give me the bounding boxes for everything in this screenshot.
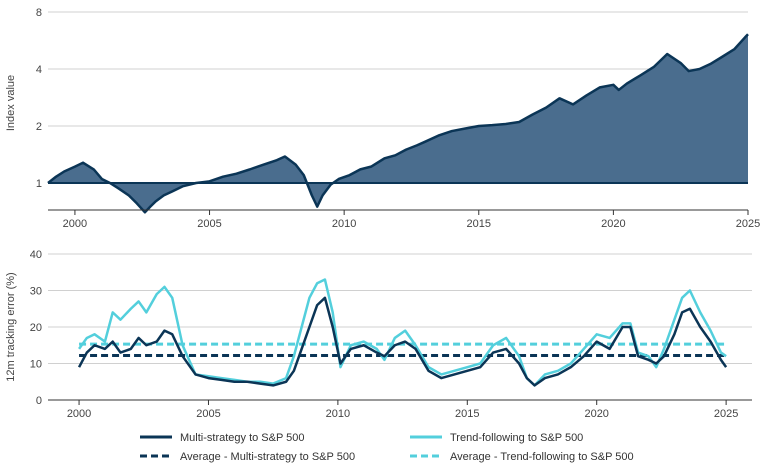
bottom-y-tick-label: 10 [30, 359, 42, 371]
index-value-area [48, 34, 748, 213]
legend: Multi-strategy to S&P 500 Trend-followin… [140, 432, 634, 463]
bottom-x-tick-labels: 2000 2005 2010 2015 2020 2025 [67, 400, 738, 420]
top-y-axis-title: Index value [5, 75, 17, 131]
bottom-x-tick-label: 2010 [326, 408, 350, 420]
bottom-gridlines [48, 253, 752, 364]
top-x-tick-label: 2010 [332, 218, 356, 230]
bottom-y-tick-label: 30 [30, 286, 42, 298]
top-y-tick-labels: 1 2 4 8 [36, 7, 42, 190]
top-x-tick-label: 2025 [736, 218, 760, 230]
multi-strategy-line [77, 296, 728, 387]
legend-label-multi-strategy: Multi-strategy to S&P 500 [180, 432, 305, 444]
legend-label-average-trend-following: Average - Trend-following to S&P 500 [450, 451, 634, 463]
tracking-error-panel: 0 10 20 30 40 2000 2005 2010 2015 2020 2025 12m t… [5, 249, 752, 420]
tracking-error-series [77, 278, 728, 387]
legend-item-average-trend-following: Average - Trend-following to S&P 500 [410, 451, 634, 463]
top-x-tick-label: 2005 [197, 218, 221, 230]
top-x-tick-label: 2015 [467, 218, 491, 230]
bottom-y-tick-label: 0 [36, 395, 42, 407]
top-y-tick-label: 2 [36, 121, 42, 133]
bottom-x-tick-label: 2020 [584, 408, 608, 420]
legend-item-multi-strategy: Multi-strategy to S&P 500 [140, 432, 305, 444]
index-value-panel: 1 2 4 8 2000 2005 2010 2015 2020 2025 Index valu… [5, 7, 760, 230]
legend-item-trend-following: Trend-following to S&P 500 [410, 432, 583, 444]
top-x-tick-labels: 2000 2005 2010 2015 2020 2025 [63, 210, 760, 230]
top-y-tick-label: 1 [36, 178, 42, 190]
bottom-y-tick-label: 40 [30, 249, 42, 261]
bottom-x-tick-label: 2015 [455, 408, 479, 420]
index-value-line [47, 33, 749, 214]
bottom-x-tick-label: 2005 [196, 408, 220, 420]
legend-label-trend-following: Trend-following to S&P 500 [450, 432, 583, 444]
bottom-y-tick-label: 20 [30, 322, 42, 334]
trend-following-line [78, 278, 727, 387]
bottom-y-tick-labels: 0 10 20 30 40 [30, 249, 42, 407]
legend-item-average-multi-strategy: Average - Multi-strategy to S&P 500 [140, 451, 355, 463]
bottom-y-axis-title: 12m tracking error (%) [5, 272, 17, 381]
top-x-tick-label: 2000 [63, 218, 87, 230]
bottom-x-tick-label: 2000 [67, 408, 91, 420]
legend-label-average-multi-strategy: Average - Multi-strategy to S&P 500 [180, 451, 355, 463]
top-x-tick-label: 2020 [601, 218, 625, 230]
top-y-tick-label: 4 [36, 64, 42, 76]
bottom-x-tick-label: 2025 [714, 408, 738, 420]
top-y-tick-label: 8 [36, 7, 42, 19]
